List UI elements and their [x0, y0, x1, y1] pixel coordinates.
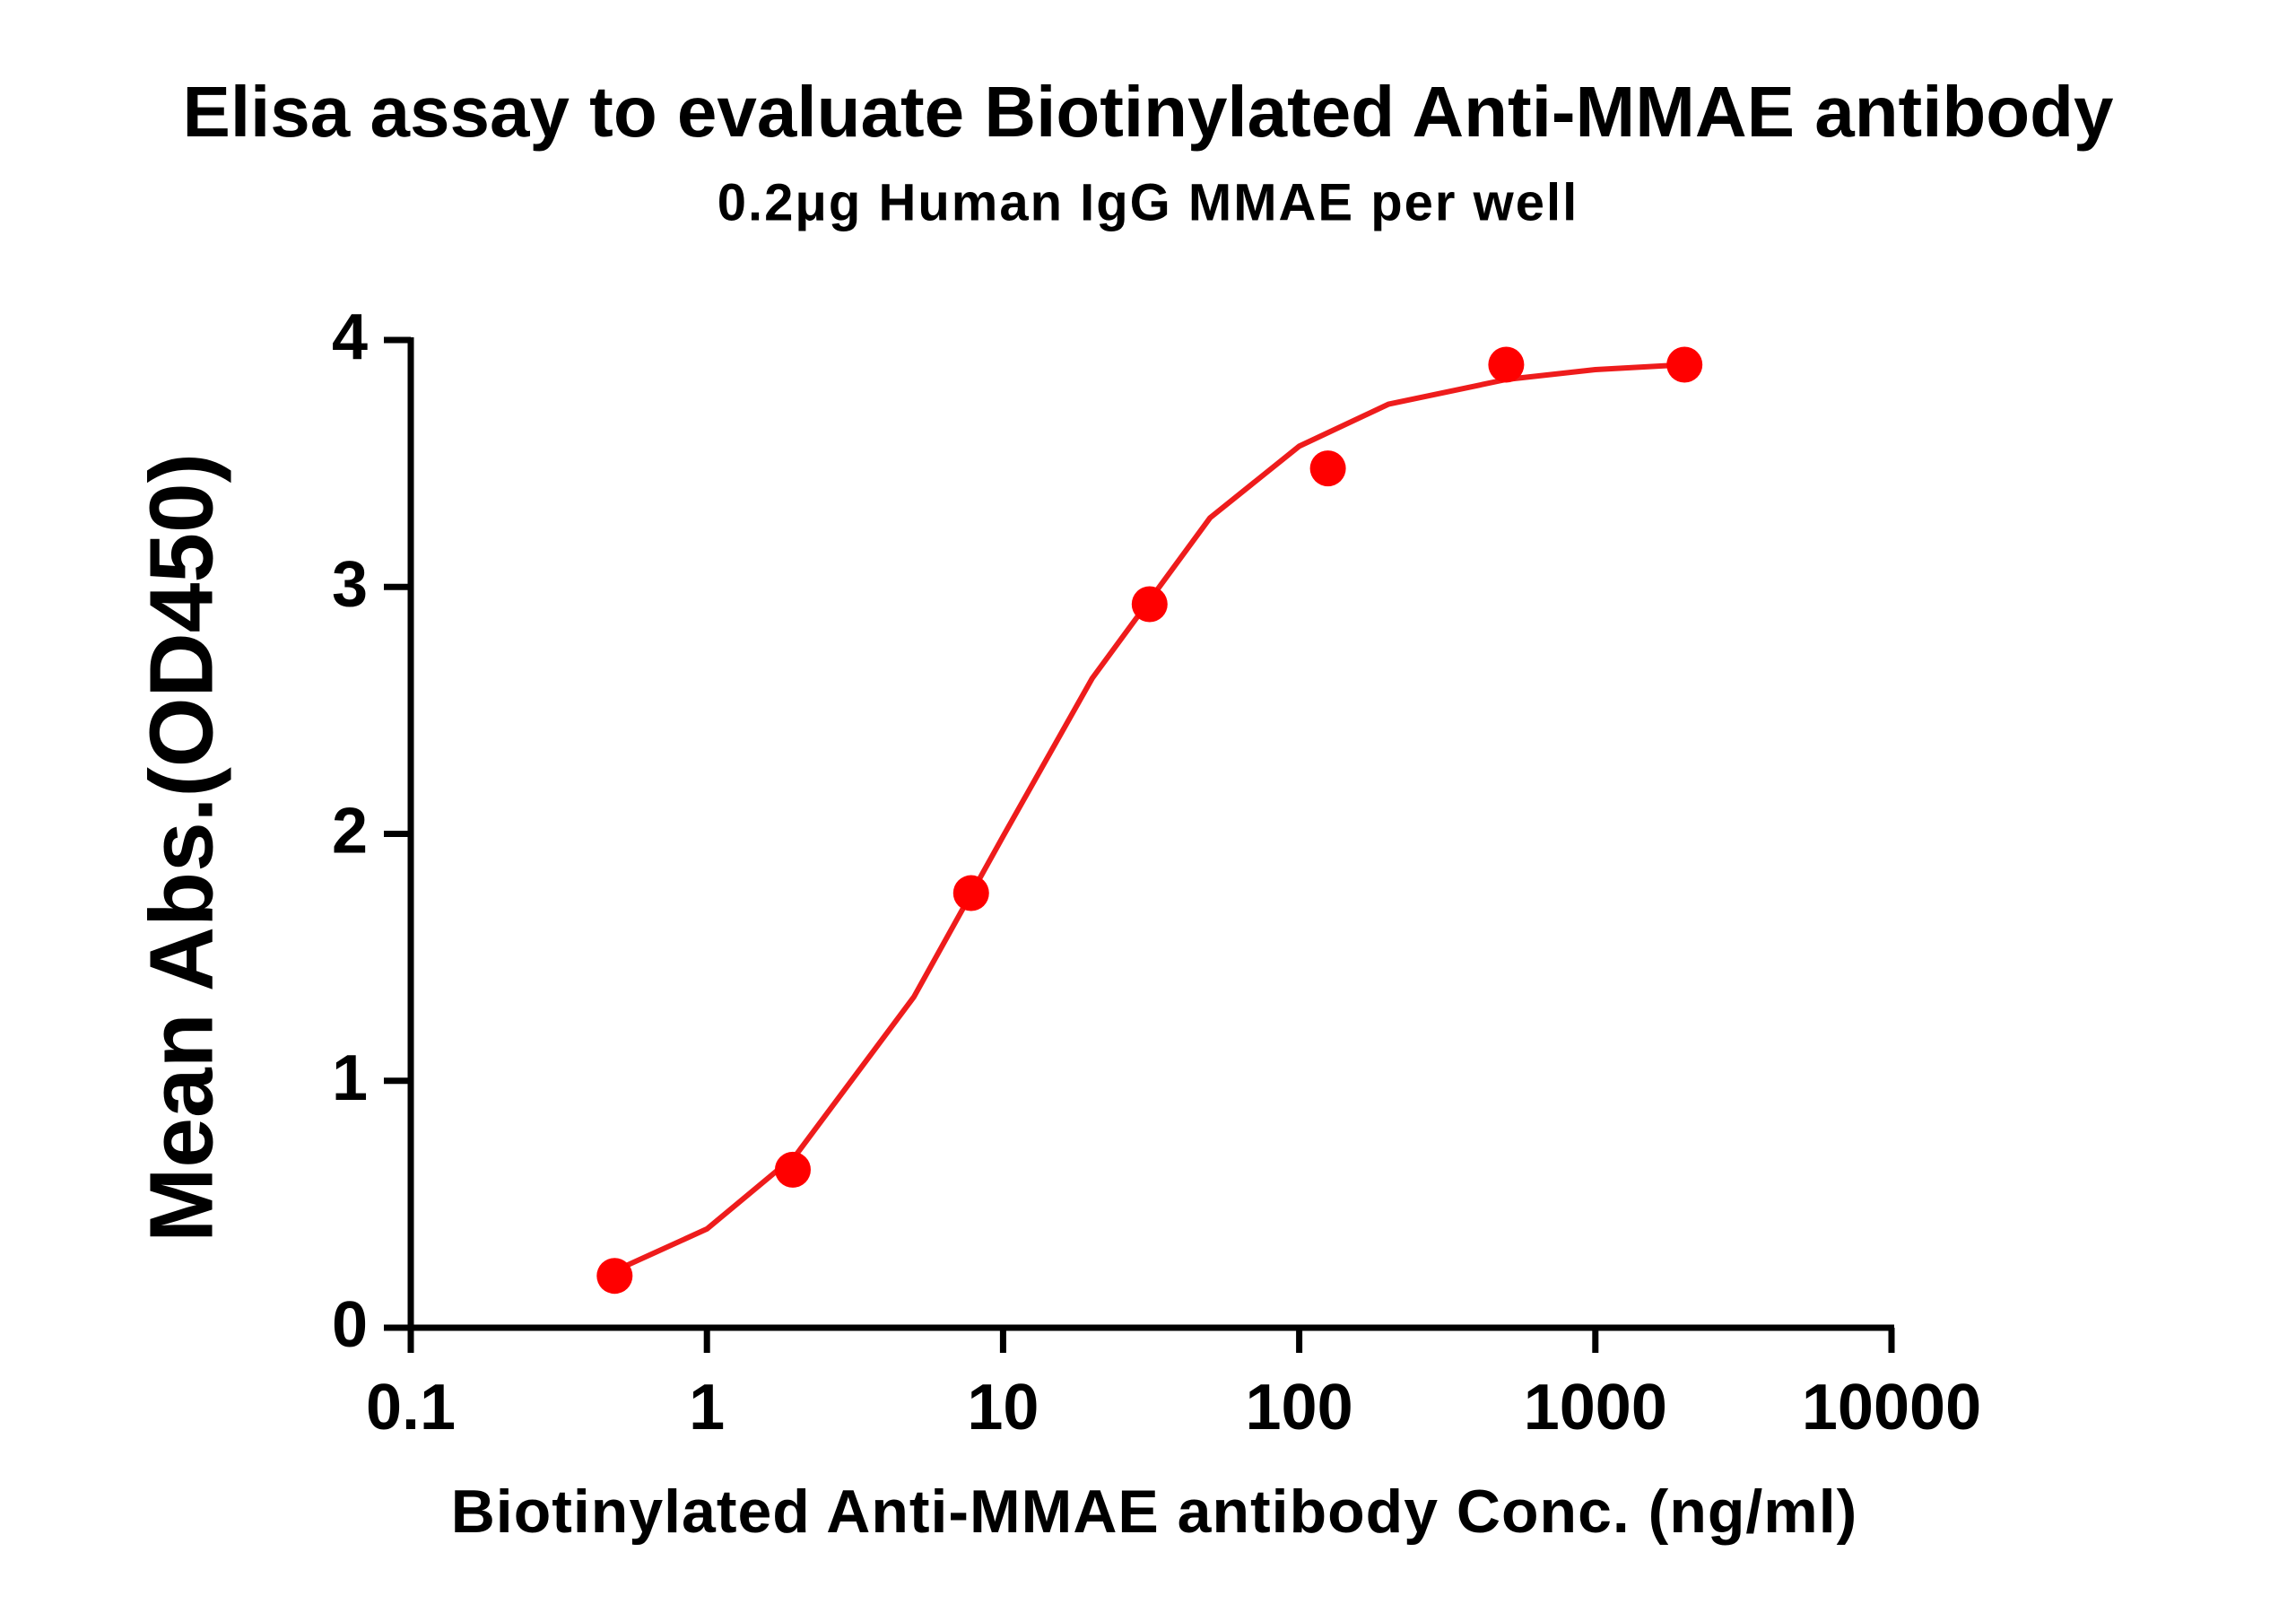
- data-point: [1488, 346, 1525, 383]
- y-axis-label: Mean Abs.(OD450): [131, 453, 231, 1242]
- data-point: [952, 875, 989, 911]
- x-tick-label: 1: [689, 1372, 725, 1443]
- x-tick-label: 0.1: [366, 1372, 456, 1443]
- y-tick-label: 2: [332, 796, 368, 868]
- x-axis-label: Biotinylated Anti-MMAE antibody Conc. (n…: [451, 1478, 1858, 1546]
- y-tick-label: 0: [332, 1289, 368, 1361]
- x-tick-label: 10: [967, 1372, 1039, 1443]
- y-tick-label: 4: [332, 301, 368, 373]
- data-point: [1131, 586, 1168, 623]
- x-tick-label: 10000: [1802, 1372, 1981, 1443]
- y-tick-label: 3: [332, 548, 368, 620]
- x-tick-label: 1000: [1524, 1372, 1667, 1443]
- data-point: [774, 1151, 811, 1188]
- data-point: [1309, 450, 1346, 487]
- chart-subtitle: 0.2μg Human IgG MMAE per well: [718, 173, 1578, 231]
- data-point: [1666, 346, 1703, 383]
- y-tick-label: 1: [332, 1042, 368, 1114]
- x-tick-label: 100: [1246, 1372, 1353, 1443]
- chart-title: Elisa assay to evaluate Biotinylated Ant…: [182, 72, 2114, 152]
- data-point: [596, 1258, 633, 1295]
- fit-curve: [613, 362, 1685, 1274]
